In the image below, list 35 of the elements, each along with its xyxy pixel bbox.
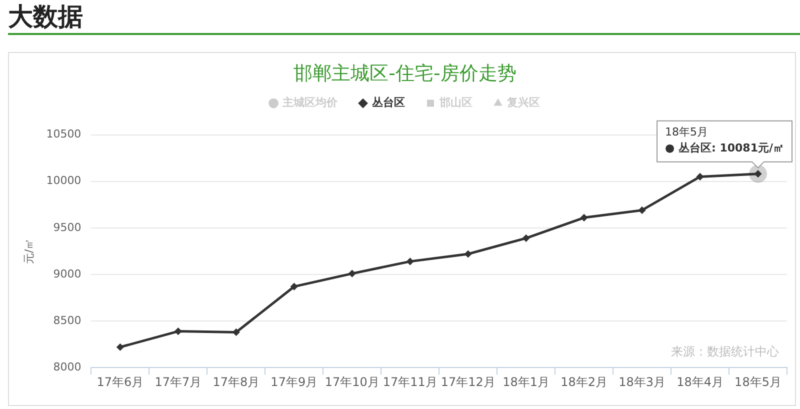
x-tick-label: 18年4月 (676, 374, 724, 389)
x-tick-label: 18年2月 (560, 374, 608, 389)
x-tick-label: 17年8月 (212, 374, 260, 389)
point (406, 258, 414, 266)
point (696, 172, 704, 181)
legend-label: 丛台区 (371, 96, 405, 110)
y-axis-title: 元/㎡ (22, 238, 36, 264)
x-tick-label: 17年11月 (382, 374, 438, 389)
y-tick-label: 8000 (53, 360, 82, 374)
y-tick-label: 10000 (46, 174, 82, 188)
x-tick-label: 17年12月 (440, 374, 496, 389)
annotation: 18年5月 ● 丛台区: 10081元/㎡ (665, 126, 784, 155)
point (290, 282, 298, 290)
x-tick-label: 17年10月 (324, 374, 380, 389)
y-tick-label: 9000 (53, 267, 82, 280)
point (232, 328, 240, 336)
chart-title: 邯郸主城区-住宅-房价走势 (294, 62, 516, 84)
x-tick-label: 17年9月 (270, 374, 318, 389)
point (522, 234, 530, 242)
point (116, 343, 124, 351)
y-tick-label: 8500 (53, 314, 82, 327)
x-tick-label: 17年7月 (154, 374, 202, 389)
text: 大数据 (8, 2, 83, 31)
point (348, 270, 356, 278)
x-tick-label: 18年1月 (502, 374, 550, 389)
point (638, 206, 646, 214)
y-tick-label: 10500 (46, 128, 82, 141)
point (580, 214, 588, 222)
x-tick-label: 18年3月 (618, 374, 666, 389)
y-tick-label: 9500 (53, 220, 82, 234)
x-tick-label: 18年5月 (734, 374, 782, 389)
annotation: 来源：数据统计中心 (671, 344, 779, 359)
point (464, 250, 472, 258)
x-tick-label: 17年6月 (96, 374, 144, 389)
point (174, 327, 182, 336)
